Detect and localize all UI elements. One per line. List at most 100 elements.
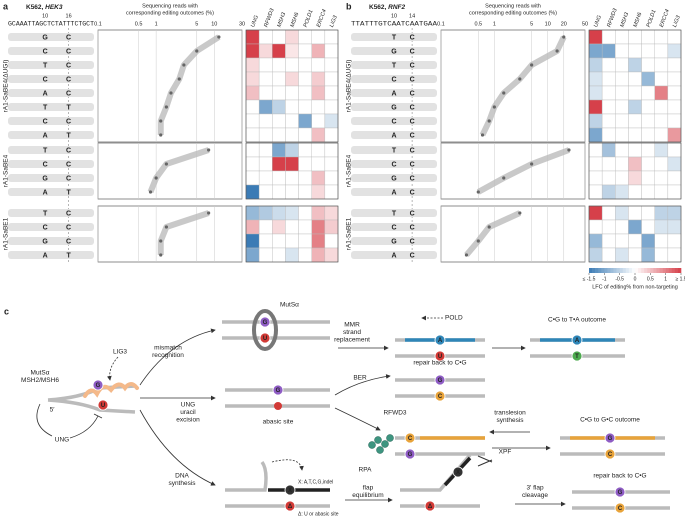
heat-cell xyxy=(298,219,312,235)
heat-cell xyxy=(654,43,669,59)
label: replacement xyxy=(334,337,370,344)
base-circle xyxy=(434,390,446,402)
heat-cell xyxy=(667,184,682,200)
label: UNG xyxy=(181,402,195,409)
heat-cell xyxy=(641,247,655,263)
base: C xyxy=(410,161,415,168)
base: C xyxy=(410,210,415,217)
base: C xyxy=(391,118,396,125)
heat-frame xyxy=(245,142,339,200)
legend-title: LFC of editing% from non-targeting xyxy=(592,284,678,290)
heat-cell xyxy=(654,127,669,143)
base-letter: G xyxy=(608,436,613,442)
heat-cell xyxy=(298,85,312,101)
heat-cell xyxy=(654,57,669,73)
base: C xyxy=(410,62,415,69)
median-point xyxy=(154,176,158,180)
legend-swatch xyxy=(671,268,676,273)
base: C xyxy=(391,161,396,168)
label: equilibrium xyxy=(352,492,383,499)
heat-cell xyxy=(285,156,299,172)
heat-frame xyxy=(588,205,682,263)
median-point xyxy=(476,190,480,194)
heat-cell xyxy=(258,71,273,87)
sequence-bar xyxy=(8,237,94,245)
base-letter: U xyxy=(101,403,105,409)
heat-cell xyxy=(311,127,326,143)
sequence-bar xyxy=(351,75,437,83)
label: UNG xyxy=(55,437,69,444)
heat-cell xyxy=(311,113,326,129)
position-label: 10 xyxy=(42,13,48,19)
base: C xyxy=(66,62,71,69)
heat-cell xyxy=(628,156,642,172)
heat-cell xyxy=(654,71,669,87)
x-tick-label: 10 xyxy=(211,21,217,27)
heat-cell xyxy=(601,156,616,172)
base: C xyxy=(410,252,415,259)
x-tick-label: 0.5 xyxy=(135,21,143,27)
heat-cell xyxy=(245,142,260,158)
x-tick-label: 5 xyxy=(530,21,533,27)
base-letter: G xyxy=(618,490,623,496)
legend-swatch xyxy=(625,268,630,273)
heat-cell xyxy=(628,57,642,73)
base: A xyxy=(391,189,396,196)
base-circle xyxy=(434,334,446,346)
legend-swatch xyxy=(619,268,624,273)
heat-cell xyxy=(285,142,299,158)
median-point xyxy=(159,239,163,243)
base: A xyxy=(43,90,48,97)
base-letter: U xyxy=(438,354,442,360)
median-point xyxy=(217,35,221,39)
base-letter: C xyxy=(438,394,443,400)
heat-cell xyxy=(298,205,312,221)
heat-cell xyxy=(628,71,642,87)
label: LIG3 xyxy=(113,349,127,356)
heat-cell xyxy=(285,205,299,221)
median-point xyxy=(207,211,211,215)
inhibit xyxy=(36,403,53,437)
base: C xyxy=(410,90,415,97)
heat-cell xyxy=(601,142,616,158)
sequence-bar xyxy=(351,209,437,217)
base-letter: C xyxy=(618,506,623,512)
sequence-bar xyxy=(351,61,437,69)
label: synthesis xyxy=(496,417,524,424)
heat-cell xyxy=(615,99,629,115)
axis-title: Sequencing reads with xyxy=(485,3,541,9)
arrow xyxy=(334,374,391,396)
base: C xyxy=(66,161,71,168)
heat-cell xyxy=(615,156,629,172)
heat-cell xyxy=(588,29,603,45)
base: C xyxy=(43,118,48,125)
label: translesion xyxy=(494,410,526,417)
median-point xyxy=(148,190,153,194)
heat-cell xyxy=(324,170,339,186)
sequence-bar xyxy=(8,188,94,196)
median-point xyxy=(530,162,534,166)
sequence-bar xyxy=(351,117,437,125)
legend-swatch xyxy=(595,268,599,273)
heat-cell xyxy=(641,43,655,59)
legend-swatch xyxy=(659,268,663,273)
base-circle xyxy=(604,432,616,444)
position-label: 10 xyxy=(391,13,397,19)
plot-frame xyxy=(97,205,243,263)
heat-cell xyxy=(298,71,312,87)
legend-swatch xyxy=(653,268,657,273)
heat-cell xyxy=(588,247,603,263)
heat-cell xyxy=(667,127,682,143)
gene-header: RFWD3 xyxy=(263,7,276,28)
median-point xyxy=(487,225,491,229)
heat-cell xyxy=(324,29,339,45)
legend-swatch xyxy=(610,268,614,273)
heat-cell xyxy=(272,142,286,158)
heat-cell xyxy=(245,233,260,249)
rpa-sphere xyxy=(376,446,384,454)
arrow xyxy=(271,459,304,471)
heat-cell xyxy=(628,233,642,249)
heat-cell xyxy=(588,113,603,129)
heat-cell xyxy=(667,233,682,249)
heat-cell xyxy=(667,219,682,235)
